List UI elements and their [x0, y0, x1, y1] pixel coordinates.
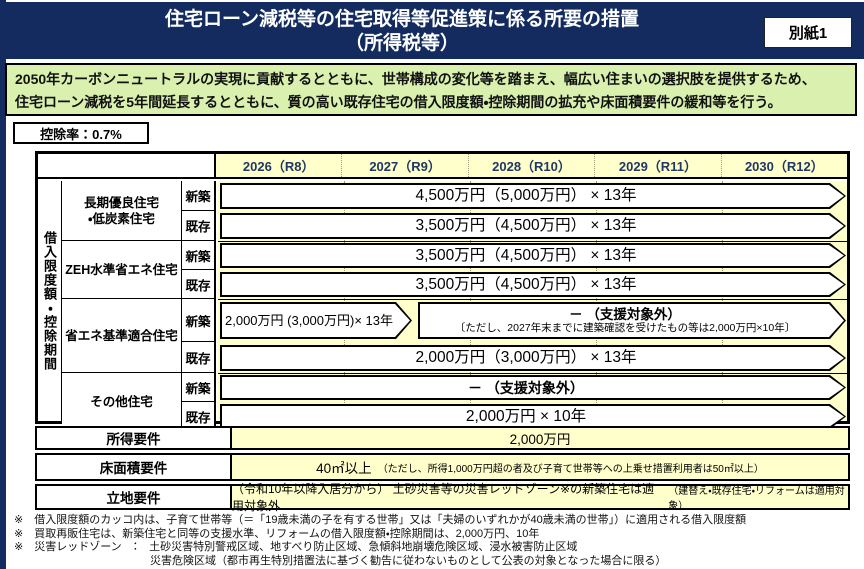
- row-group-label: 借入限度額・控除期間: [38, 181, 62, 421]
- requirement-label: 立地要件: [37, 486, 232, 508]
- type-cell: 既存: [182, 342, 216, 373]
- year-separator: [344, 181, 345, 421]
- year-header-2028: 2028（R10）: [467, 154, 595, 177]
- arrow-chouki-kizon: 3,500万円（4,500万円） × 13年: [220, 213, 846, 239]
- page-title-line2: （所得税等）: [344, 33, 459, 54]
- arrow-value: 2,000万円（3,000万円） × 13年: [222, 347, 844, 369]
- category-shouene-kijun: 省エネ基準適合住宅: [62, 299, 182, 373]
- arrow-chouki-shinchiku: 4,500万円（5,000万円） × 13年: [220, 183, 846, 209]
- table-corner-cell: [38, 154, 216, 177]
- year-separator: [470, 181, 471, 421]
- footnote-4: 災害危険区域（都市再生特別措置法に基づく勧告に従わないものとして公表の対象となっ…: [150, 554, 667, 567]
- requirement-row-location: 立地要件 （令和10年以降入居分から） 土砂災害等の災害レッドゾーン※の新築住宅…: [35, 482, 850, 513]
- arrow-value: 4,500万円（5,000万円） × 13年: [222, 185, 844, 207]
- requirement-row-floor-area: 床面積要件 40㎡以上 （ただし、所得1,000万円超の者及び子育て世帯等への上…: [35, 453, 850, 481]
- requirement-value: （令和10年以降入居分から） 土砂災害等の災害レッドゾーン※の新築住宅は適用対象…: [232, 482, 848, 513]
- year-separator: [722, 181, 723, 421]
- category-divider: [218, 299, 847, 300]
- page-left-border: [0, 0, 6, 569]
- requirement-value-main: （令和10年以降入居分から） 土砂災害等の災害レッドゾーン※の新築住宅は適用対象…: [232, 482, 655, 513]
- page-title: 住宅ローン減税等の住宅取得等促進策に係る所要の措置 （所得税等）: [60, 8, 744, 56]
- requirement-value-main: 40㎡以上: [316, 461, 372, 476]
- year-separator: [596, 181, 597, 421]
- category-zeh: ZEH水準省エネ住宅: [62, 241, 182, 299]
- arrow-value: 2,000万円 × 10年: [222, 406, 844, 427]
- category-divider: [218, 241, 847, 242]
- arrow-value: 3,500万円（4,500万円） × 13年: [222, 274, 844, 295]
- attachment-label-box: 別紙1: [764, 17, 852, 48]
- type-cell: 新築: [182, 241, 216, 270]
- arrow-zeh-shinchiku: 3,500万円（4,500万円） × 13年: [220, 243, 846, 268]
- year-header-2026: 2026（R8）: [216, 154, 342, 177]
- requirement-value: 2,000万円: [509, 432, 571, 447]
- requirement-row-income: 所得要件 2,000万円: [35, 426, 850, 450]
- type-cell: 新築: [182, 373, 216, 402]
- category-divider: [218, 373, 847, 374]
- arrow-value: － （支援対象外） 〔ただし、2027年末までに建築確認を受けたもの等は2,00…: [420, 304, 844, 337]
- page-title-line1: 住宅ローン減税等の住宅取得等促進策に係る所要の措置: [164, 9, 640, 30]
- year-header-2030: 2030（R12）: [720, 154, 848, 177]
- arrow-value: 2,000万円 (3,000万円)× 13年: [222, 304, 410, 337]
- table-body: 借入限度額・控除期間 長期優良住宅 ・低炭素住宅 ZEH水準省エネ住宅 省エネ基…: [38, 181, 847, 431]
- arrow-zeh-kizon: 3,500万円（4,500万円） × 13年: [220, 272, 846, 297]
- type-cell: 既存: [182, 211, 216, 241]
- arrow-sonota-kizon: 2,000万円 × 10年: [220, 404, 846, 429]
- arrow-value: 3,500万円（4,500万円） × 13年: [222, 245, 844, 266]
- requirement-value: 40㎡以上 （ただし、所得1,000万円超の者及び子育て世帯等への上乗せ措置利用…: [232, 455, 848, 479]
- arrow-shouene-shinchiku-right: － （支援対象外） 〔ただし、2027年末までに建築確認を受けたもの等は2,00…: [418, 302, 846, 339]
- arrow-value-line2: 〔ただし、2027年末までに建築確認を受けたもの等は2,000万円×10年〕: [454, 321, 796, 334]
- summary-line2: 住宅ローン減税を5年間延長するとともに、質の高い既存住宅の借入限度額・控除期間の…: [15, 94, 782, 110]
- arrow-value: － （支援対象外）: [222, 377, 844, 398]
- summary-line1: 2050年カーボンニュートラルの実現に貢献するとともに、世帯構成の変化等を踏まえ…: [15, 71, 816, 87]
- footnotes: ※ 借入限度額のカッコ内は、子育て世帯等（＝「19歳未満の子を有する世帯」又は「…: [14, 514, 854, 568]
- requirement-value-note: （ただし、所得1,000万円超の者及び子育て世帯等への上乗せ措置利用者は50㎡以…: [377, 463, 764, 475]
- title-banner: 住宅ローン減税等の住宅取得等促進策に係る所要の措置 （所得税等） 別紙1: [0, 2, 864, 59]
- deduction-rate-box: 控除率：0.7%: [13, 122, 149, 144]
- footnote-3: ※ 災害レッドゾーン ： 土砂災害特別警戒区域、地すべり防止区域、急傾斜地崩壊危…: [14, 541, 578, 553]
- arrow-shouene-shinchiku-left: 2,000万円 (3,000万円)× 13年: [220, 302, 412, 339]
- type-cell: 新築: [182, 299, 216, 342]
- year-header-2027: 2027（R9）: [341, 154, 468, 177]
- arrow-shouene-kizon: 2,000万円（3,000万円） × 13年: [220, 345, 846, 371]
- category-chouki-yuuryou: 長期優良住宅 ・低炭素住宅: [62, 181, 182, 241]
- year-header-2029: 2029（R11）: [594, 154, 721, 177]
- arrow-value: 3,500万円（4,500万円） × 13年: [222, 215, 844, 237]
- table-year-header: 2026（R8） 2027（R9） 2028（R10） 2029（R11） 20…: [38, 154, 848, 179]
- requirement-label: 所得要件: [37, 428, 232, 448]
- requirement-value-note: （建替え・既存住宅・リフォームは適用対象）: [668, 486, 845, 512]
- type-cell: 新築: [182, 181, 216, 211]
- requirement-label: 床面積要件: [37, 455, 232, 479]
- category-sonota: その他住宅: [62, 373, 182, 431]
- type-cell: 既存: [182, 270, 216, 299]
- footnote-2: ※ 買取再販住宅は、新築住宅と同等の支援水準、リフォームの借入限度額・控除期間は…: [14, 527, 540, 540]
- footnote-1: ※ 借入限度額のカッコ内は、子育て世帯等（＝「19歳未満の子を有する世帯」又は「…: [14, 514, 747, 526]
- arrow-value-line1: － （支援対象外）: [569, 306, 681, 322]
- main-table: 2026（R8） 2027（R9） 2028（R10） 2029（R11） 20…: [35, 151, 850, 431]
- arrow-sonota-shinchiku: － （支援対象外）: [220, 375, 846, 400]
- summary-box: 2050年カーボンニュートラルの実現に貢献するとともに、世帯構成の変化等を踏まえ…: [5, 63, 857, 116]
